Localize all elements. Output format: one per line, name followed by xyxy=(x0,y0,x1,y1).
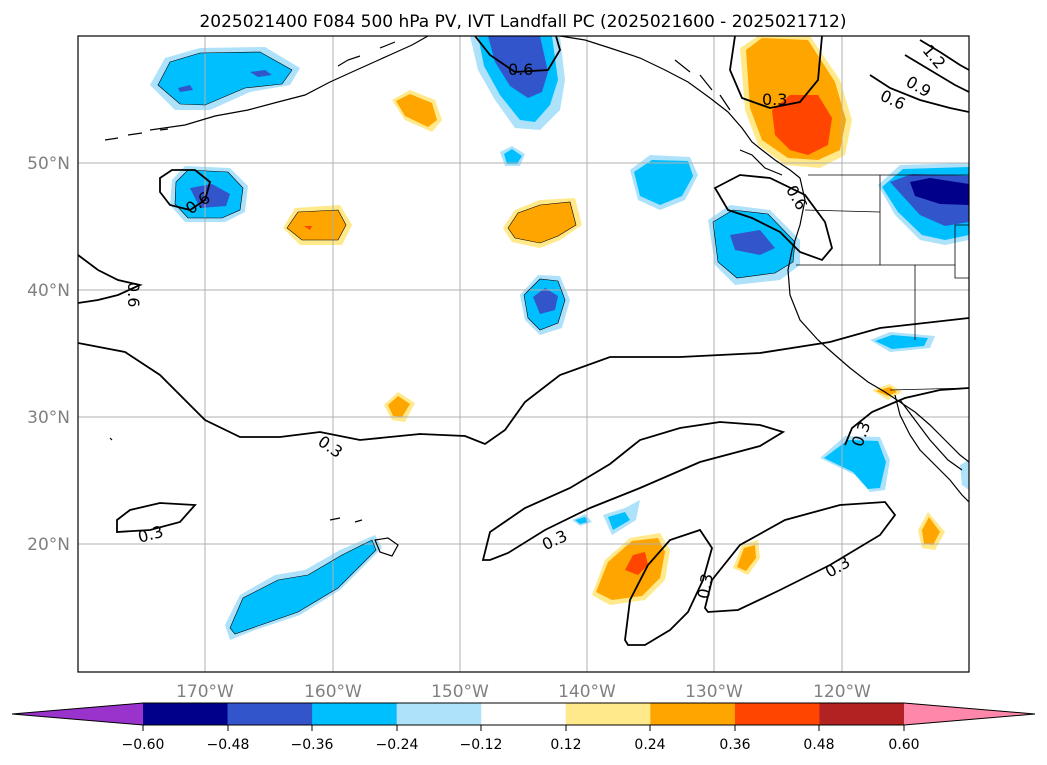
colorbar-swatch xyxy=(143,703,229,725)
contour-0.6-west-edge xyxy=(78,254,143,304)
pv-neg-north-pacific xyxy=(150,47,300,110)
contour-0.3-tropic-loop-b xyxy=(704,501,897,613)
contour-label-0.6-west: 0.6 xyxy=(124,282,143,307)
lon-label-160w: 160°W xyxy=(304,682,362,702)
map-frame xyxy=(77,35,970,673)
pv-neg-hawaii xyxy=(225,535,382,640)
contour-0.6-gulf xyxy=(474,36,561,73)
pv-pos-45n-160w xyxy=(283,205,352,245)
colorbar-swatch xyxy=(565,703,651,725)
lat-label-30n: 30°N xyxy=(27,408,70,428)
pv-neg-bc xyxy=(630,155,698,210)
colorbar-extend-low xyxy=(12,703,143,725)
lon-label-140w: 140°W xyxy=(558,682,616,702)
colorbar: −0.60 −0.48 −0.36 −0.24 −0.12 0.12 0.24 … xyxy=(11,702,1036,753)
latitude-labels: 50°N 40°N 30°N 20°N xyxy=(27,154,70,555)
pv-neg-idaho xyxy=(878,163,969,245)
colorbar-swatch xyxy=(396,703,482,725)
pv-pos-45n-144w xyxy=(503,198,582,248)
colorbar-tick-marks xyxy=(142,725,905,731)
pv-neg-baja xyxy=(820,436,890,492)
colorbar-tick-label: −0.60 xyxy=(122,737,165,753)
pv-neg-east-edge xyxy=(960,460,969,490)
colorbar-swatch xyxy=(312,703,398,725)
contour-label-0.3-loop-a: 0.3 xyxy=(694,572,717,600)
contour-0.3-tropic-loop-a xyxy=(624,528,713,646)
contour-0.9-ne xyxy=(904,54,969,93)
colorbar-tick-label: 0.24 xyxy=(634,737,665,753)
contour-0.6-ne xyxy=(869,74,969,113)
contour-0.3-main xyxy=(78,317,969,446)
lon-label-170w: 170°W xyxy=(176,682,234,702)
wa-or-border xyxy=(804,209,881,213)
contour-0.6-170w xyxy=(159,169,212,211)
pv-pos-30n-155w xyxy=(384,392,415,422)
lon-label-120w: 120°W xyxy=(813,682,871,702)
contour-0.3-tropic-west xyxy=(116,502,197,533)
pv-neg-20n-137w xyxy=(603,500,640,535)
montana-border xyxy=(954,224,969,279)
pv-fill-layer xyxy=(150,36,969,640)
pv-pos-20n-127w xyxy=(733,540,760,575)
pv-pos-socal-small xyxy=(872,384,902,400)
pv-pos-north-central xyxy=(392,90,442,132)
colorbar-swatch xyxy=(650,703,736,725)
pv-pos-20n-137w xyxy=(592,533,670,605)
lat-label-50n: 50°N xyxy=(27,154,70,174)
pv-neg-50n-170w xyxy=(170,166,248,222)
colorbar-tick-label: 0.60 xyxy=(888,737,919,753)
colorbar-ticks: −0.60 −0.48 −0.36 −0.24 −0.12 0.12 0.24 … xyxy=(122,737,920,753)
colorbar-tick-label: −0.48 xyxy=(207,737,250,753)
colorbar-extend-high xyxy=(904,703,1035,725)
pv-neg-small-45n xyxy=(500,146,525,166)
contour-0.6-oregon xyxy=(713,174,833,262)
pv-neg-oregon xyxy=(708,205,800,285)
colorbar-tick-label: 0.36 xyxy=(719,737,750,753)
pv-pos-20n-113w xyxy=(918,512,945,550)
lat-label-40n: 40°N xyxy=(27,281,70,301)
colorbar-swatch xyxy=(227,703,313,725)
colorbar-tick-label: −0.24 xyxy=(376,737,419,753)
lat-label-20n: 20°N xyxy=(27,535,70,555)
contour-0.3-baja xyxy=(844,387,969,446)
coastlines xyxy=(104,36,969,557)
colorbar-swatch xyxy=(819,703,905,725)
contour-0.3-north xyxy=(729,36,823,109)
colorbar-tick-label: −0.36 xyxy=(291,737,334,753)
ivt-contour-layer xyxy=(78,36,969,646)
colorbar-swatch xyxy=(481,703,567,725)
contour-0.3-tropic-central xyxy=(481,421,786,561)
colorbar-tick-label: 0.12 xyxy=(550,737,581,753)
colorbar-tick-label: 0.48 xyxy=(803,737,834,753)
colorbar-swatches xyxy=(12,703,1035,725)
pv-neg-gulf-alaska xyxy=(470,36,565,130)
contour-label-0.6-gulf: 0.6 xyxy=(508,60,533,79)
lon-label-150w: 150°W xyxy=(431,682,489,702)
longitude-labels: 170°W 160°W 150°W 140°W 130°W 120°W xyxy=(176,682,871,702)
map-title: 2025021400 F084 500 hPa PV, IVT Landfall… xyxy=(199,12,846,32)
pv-thin-outlines xyxy=(157,51,796,635)
colorbar-swatch xyxy=(734,703,820,725)
contour-1.2-ne xyxy=(919,39,969,71)
colorbar-tick-label: −0.12 xyxy=(460,737,503,753)
contour-label-0.3-north: 0.3 xyxy=(762,90,787,109)
lon-label-130w: 130°W xyxy=(685,682,743,702)
